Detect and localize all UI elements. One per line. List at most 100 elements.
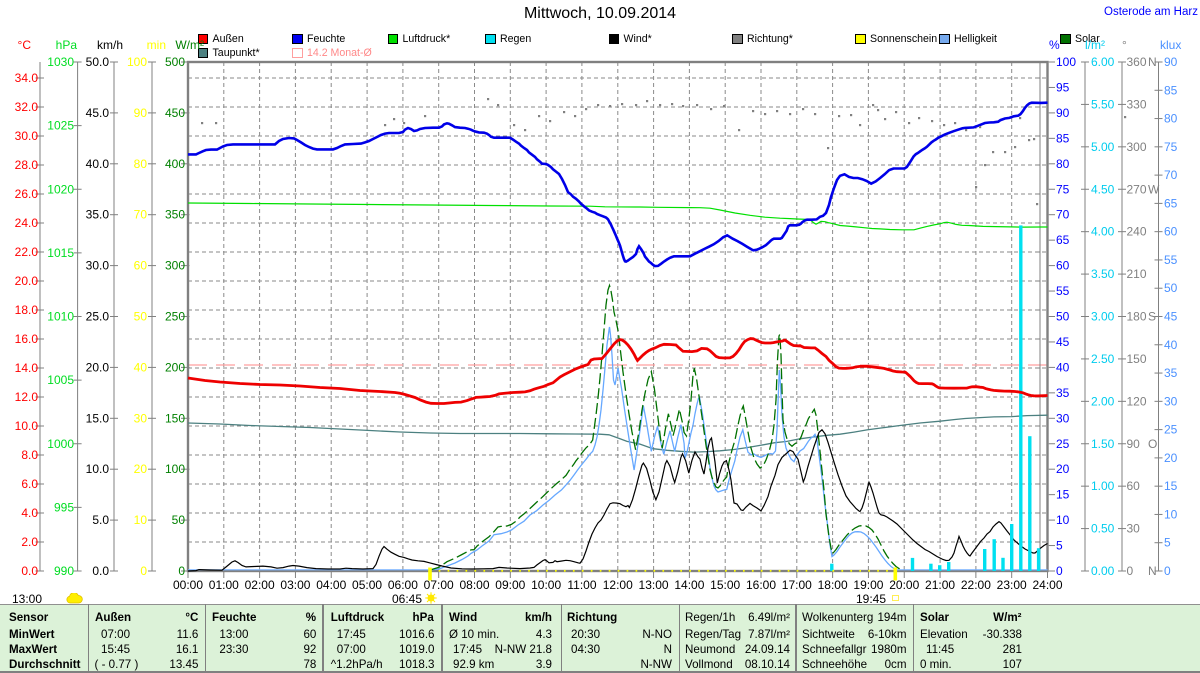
svg-text:0.00: 0.00 bbox=[1091, 564, 1115, 578]
svg-text:30.0: 30.0 bbox=[86, 259, 110, 273]
svg-text:18.0: 18.0 bbox=[15, 303, 39, 317]
svg-text:995: 995 bbox=[54, 500, 74, 514]
svg-text:08:00: 08:00 bbox=[459, 578, 489, 592]
svg-text:06:00: 06:00 bbox=[388, 578, 418, 592]
svg-text:25: 25 bbox=[1164, 423, 1178, 437]
svg-text:18:00: 18:00 bbox=[818, 578, 848, 592]
svg-text:60: 60 bbox=[1056, 259, 1070, 273]
svg-text:05:00: 05:00 bbox=[352, 578, 382, 592]
svg-text:6.0: 6.0 bbox=[21, 477, 38, 491]
svg-text:85: 85 bbox=[1056, 131, 1070, 145]
svg-text:70: 70 bbox=[1164, 168, 1178, 182]
svg-text:1020: 1020 bbox=[47, 182, 74, 196]
svg-text:65: 65 bbox=[1056, 233, 1070, 247]
svg-text:6.00: 6.00 bbox=[1091, 55, 1115, 69]
svg-text:14:00: 14:00 bbox=[674, 578, 704, 592]
svg-text:300: 300 bbox=[165, 259, 185, 273]
svg-text:80: 80 bbox=[1056, 157, 1070, 171]
svg-text:5.0: 5.0 bbox=[92, 513, 109, 527]
svg-text:60: 60 bbox=[134, 259, 148, 273]
svg-text:400: 400 bbox=[165, 157, 185, 171]
svg-text:klux: klux bbox=[1160, 38, 1181, 52]
svg-text:990: 990 bbox=[54, 564, 74, 578]
svg-text:°C: °C bbox=[18, 38, 32, 52]
svg-text:45.0: 45.0 bbox=[86, 106, 110, 120]
svg-text:45: 45 bbox=[1164, 310, 1178, 324]
svg-text:100: 100 bbox=[165, 462, 185, 476]
svg-text:250: 250 bbox=[165, 310, 185, 324]
svg-text:40: 40 bbox=[1056, 360, 1070, 374]
svg-text:W/m²: W/m² bbox=[175, 38, 204, 52]
svg-text:75: 75 bbox=[1056, 182, 1070, 196]
svg-text:45: 45 bbox=[1056, 335, 1070, 349]
svg-text:10:00: 10:00 bbox=[531, 578, 561, 592]
svg-text:95: 95 bbox=[1056, 80, 1070, 94]
svg-text:1015: 1015 bbox=[47, 246, 74, 260]
svg-text:1.50: 1.50 bbox=[1091, 437, 1115, 451]
svg-text:50: 50 bbox=[1056, 310, 1070, 324]
svg-text:120: 120 bbox=[1127, 394, 1147, 408]
svg-text:S: S bbox=[1148, 310, 1156, 324]
svg-text:70: 70 bbox=[1056, 208, 1070, 222]
svg-text:20: 20 bbox=[1056, 462, 1070, 476]
svg-text:min: min bbox=[147, 38, 166, 52]
svg-text:11:00: 11:00 bbox=[567, 578, 596, 592]
svg-text:1025: 1025 bbox=[47, 119, 74, 133]
svg-text:20.0: 20.0 bbox=[86, 360, 110, 374]
svg-text:50: 50 bbox=[134, 310, 148, 324]
svg-text:5.00: 5.00 bbox=[1091, 140, 1115, 154]
svg-text:85: 85 bbox=[1164, 83, 1178, 97]
svg-text:10: 10 bbox=[1164, 507, 1178, 521]
svg-text:30: 30 bbox=[1056, 411, 1070, 425]
svg-text:2.0: 2.0 bbox=[21, 535, 38, 549]
svg-text:500: 500 bbox=[165, 55, 185, 69]
svg-text:10: 10 bbox=[1056, 513, 1070, 527]
svg-text:90: 90 bbox=[1127, 437, 1141, 451]
svg-text:3.00: 3.00 bbox=[1091, 310, 1115, 324]
svg-text:hPa: hPa bbox=[56, 38, 78, 52]
svg-text:100: 100 bbox=[127, 55, 147, 69]
svg-text:40.0: 40.0 bbox=[86, 157, 110, 171]
svg-text:N: N bbox=[1148, 55, 1157, 69]
svg-text:40: 40 bbox=[1164, 338, 1178, 352]
svg-text:02:00: 02:00 bbox=[245, 578, 275, 592]
svg-text:04:00: 04:00 bbox=[316, 578, 346, 592]
svg-text:1005: 1005 bbox=[47, 373, 74, 387]
svg-text:28.0: 28.0 bbox=[15, 158, 39, 172]
svg-text:0: 0 bbox=[1127, 564, 1134, 578]
svg-text:1010: 1010 bbox=[47, 310, 74, 324]
svg-text:25: 25 bbox=[1056, 437, 1070, 451]
svg-text:0.50: 0.50 bbox=[1091, 522, 1115, 536]
svg-text:N: N bbox=[1148, 564, 1157, 578]
svg-text:15:00: 15:00 bbox=[710, 578, 740, 592]
svg-text:90: 90 bbox=[1056, 106, 1070, 120]
svg-text:%: % bbox=[1049, 38, 1060, 52]
svg-text:l/m²: l/m² bbox=[1085, 38, 1105, 52]
svg-text:80: 80 bbox=[1164, 112, 1178, 126]
svg-text:2.00: 2.00 bbox=[1091, 394, 1115, 408]
svg-text:5: 5 bbox=[1056, 539, 1063, 553]
svg-text:20: 20 bbox=[134, 462, 148, 476]
svg-text:4.50: 4.50 bbox=[1091, 182, 1115, 196]
svg-text:80: 80 bbox=[134, 157, 148, 171]
svg-text:19:00: 19:00 bbox=[853, 578, 883, 592]
svg-text:km/h: km/h bbox=[97, 38, 123, 52]
svg-text:60: 60 bbox=[1127, 479, 1141, 493]
svg-text:1.00: 1.00 bbox=[1091, 479, 1115, 493]
svg-text:270: 270 bbox=[1127, 182, 1147, 196]
svg-text:30: 30 bbox=[134, 411, 148, 425]
svg-text:32.0: 32.0 bbox=[15, 100, 39, 114]
svg-text:W: W bbox=[1148, 182, 1160, 196]
svg-text:240: 240 bbox=[1127, 225, 1147, 239]
svg-text:12.0: 12.0 bbox=[15, 390, 39, 404]
svg-text:10.0: 10.0 bbox=[86, 462, 110, 476]
svg-text:25.0: 25.0 bbox=[86, 310, 110, 324]
svg-text:30: 30 bbox=[1164, 394, 1178, 408]
svg-text:16:00: 16:00 bbox=[746, 578, 776, 592]
svg-text:10.0: 10.0 bbox=[15, 419, 39, 433]
svg-text:12:00: 12:00 bbox=[603, 578, 633, 592]
svg-text:50: 50 bbox=[1164, 281, 1178, 295]
svg-text:4.00: 4.00 bbox=[1091, 225, 1115, 239]
svg-text:34.0: 34.0 bbox=[15, 71, 39, 85]
svg-text:90: 90 bbox=[1164, 55, 1178, 69]
